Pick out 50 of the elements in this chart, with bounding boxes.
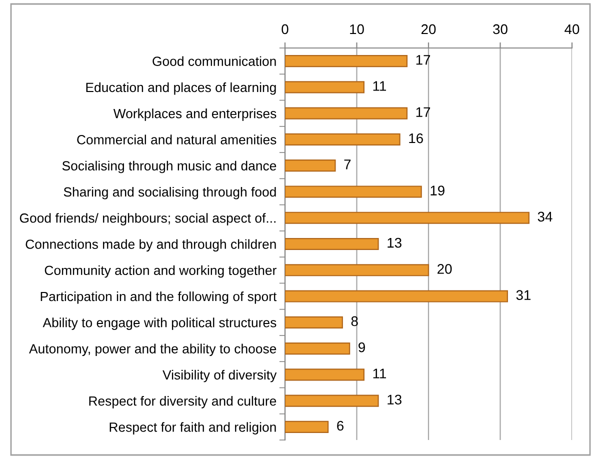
data-label: 17 bbox=[416, 55, 430, 65]
data-label: 11 bbox=[373, 368, 386, 378]
data-label: 6 bbox=[337, 420, 344, 431]
bar bbox=[285, 238, 379, 250]
data-label: 11 bbox=[373, 81, 386, 91]
data-label: 13 bbox=[388, 394, 402, 405]
bar bbox=[285, 212, 530, 224]
bar bbox=[285, 55, 408, 68]
y-tick-label: Visibility of diversity bbox=[162, 370, 277, 382]
y-tick-label: Respect for diversity and culture bbox=[89, 396, 276, 408]
y-tick-label: Community action and working together bbox=[44, 265, 276, 278]
bar bbox=[285, 264, 430, 276]
x-tick-label: 20 bbox=[421, 24, 436, 34]
y-tick-label: Sharing and socialising through food bbox=[64, 186, 276, 200]
y-tick-label: Participation in and the following of sport bbox=[40, 291, 277, 304]
bar bbox=[285, 160, 336, 172]
bar bbox=[285, 107, 408, 120]
y-tick-label: Ability to engage with political structures bbox=[42, 318, 276, 330]
y-tick-label: Good communication bbox=[152, 56, 276, 66]
bar bbox=[285, 186, 422, 198]
y-tick-label: Good friends/ neighbours; social aspect of... bbox=[20, 213, 276, 226]
data-label: 17 bbox=[416, 107, 430, 117]
x-tick-label: 0 bbox=[282, 24, 288, 34]
data-label: 13 bbox=[388, 238, 402, 248]
bar bbox=[285, 342, 350, 355]
y-tick-label: Workplaces and enterprises bbox=[113, 108, 276, 121]
y-tick-label: Autonomy, power and the ability to choose bbox=[29, 344, 276, 356]
bar bbox=[285, 290, 508, 302]
data-label: 16 bbox=[409, 133, 423, 144]
bar bbox=[285, 81, 364, 94]
data-label: 20 bbox=[438, 264, 452, 274]
bar bbox=[285, 368, 364, 381]
bar bbox=[285, 316, 343, 328]
data-label: 31 bbox=[516, 290, 531, 300]
x-tick-label: 40 bbox=[564, 24, 580, 34]
data-label: 8 bbox=[351, 316, 358, 326]
data-label: 9 bbox=[358, 342, 365, 352]
y-tick-label: Respect for faith and religion bbox=[110, 422, 276, 434]
bar bbox=[285, 420, 329, 433]
y-tick-label: Commercial and natural amenities bbox=[77, 134, 276, 144]
data-label: 7 bbox=[344, 160, 351, 170]
y-tick-label: Education and places of learning bbox=[86, 82, 276, 95]
bar bbox=[285, 133, 400, 146]
x-tick-label: 30 bbox=[493, 24, 508, 34]
data-label: 19 bbox=[430, 186, 444, 196]
data-label: 34 bbox=[538, 212, 552, 222]
y-tick-label: Socialising through music and dance bbox=[62, 160, 276, 174]
x-tick-label: 10 bbox=[350, 24, 364, 34]
y-tick-label: Connections made by and through children bbox=[26, 239, 276, 252]
bar bbox=[285, 394, 379, 407]
